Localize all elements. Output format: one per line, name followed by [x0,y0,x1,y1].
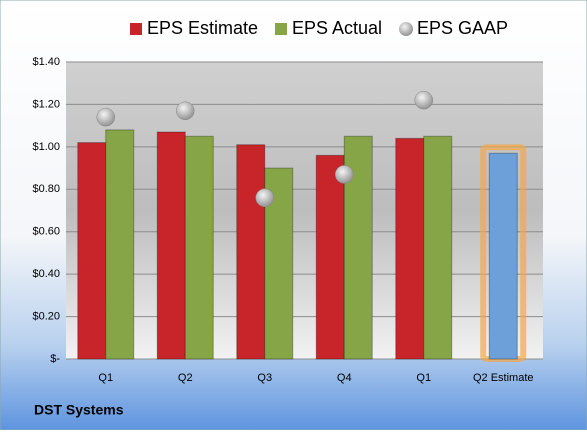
legend-marker [130,23,142,35]
x-tick-label: Q1 [416,372,431,384]
x-tick-label: Q2 Estimate [473,372,534,384]
gaap-marker [176,101,195,121]
y-tick-label: $0.40 [32,268,60,280]
legend-label: EPS GAAP [417,18,508,38]
gaap-marker [335,165,354,184]
y-tick-label: $0.60 [32,226,60,238]
y-tick-label: $1.20 [32,98,60,110]
bar [105,129,135,360]
gaap-marker [255,188,274,208]
y-tick-label: $0.20 [32,310,60,322]
gaap-marker [414,90,433,110]
x-tick-label: Q2 [178,372,193,384]
legend-label: EPS Estimate [147,18,258,38]
bar [395,137,425,360]
footer: DST Systems [34,402,124,418]
y-tick-label: $- [50,353,60,365]
bar [156,131,186,360]
x-tick-label: Q1 [98,372,113,384]
bar [184,135,214,360]
legend-marker [399,22,413,36]
y-tick-label: $1.40 [32,56,60,68]
bar [488,152,518,360]
plot-area [66,62,543,359]
gaap-marker [96,107,115,127]
legend-marker [275,23,287,35]
legend-label: EPS Actual [292,18,382,38]
bar [77,142,107,360]
y-tick-label: $1.00 [32,141,60,153]
x-tick-label: Q3 [257,372,272,384]
x-tick-label: Q4 [337,372,352,384]
bar [315,154,345,360]
y-tick-label: $0.80 [32,183,60,195]
bar [423,135,453,360]
bar [236,144,266,360]
